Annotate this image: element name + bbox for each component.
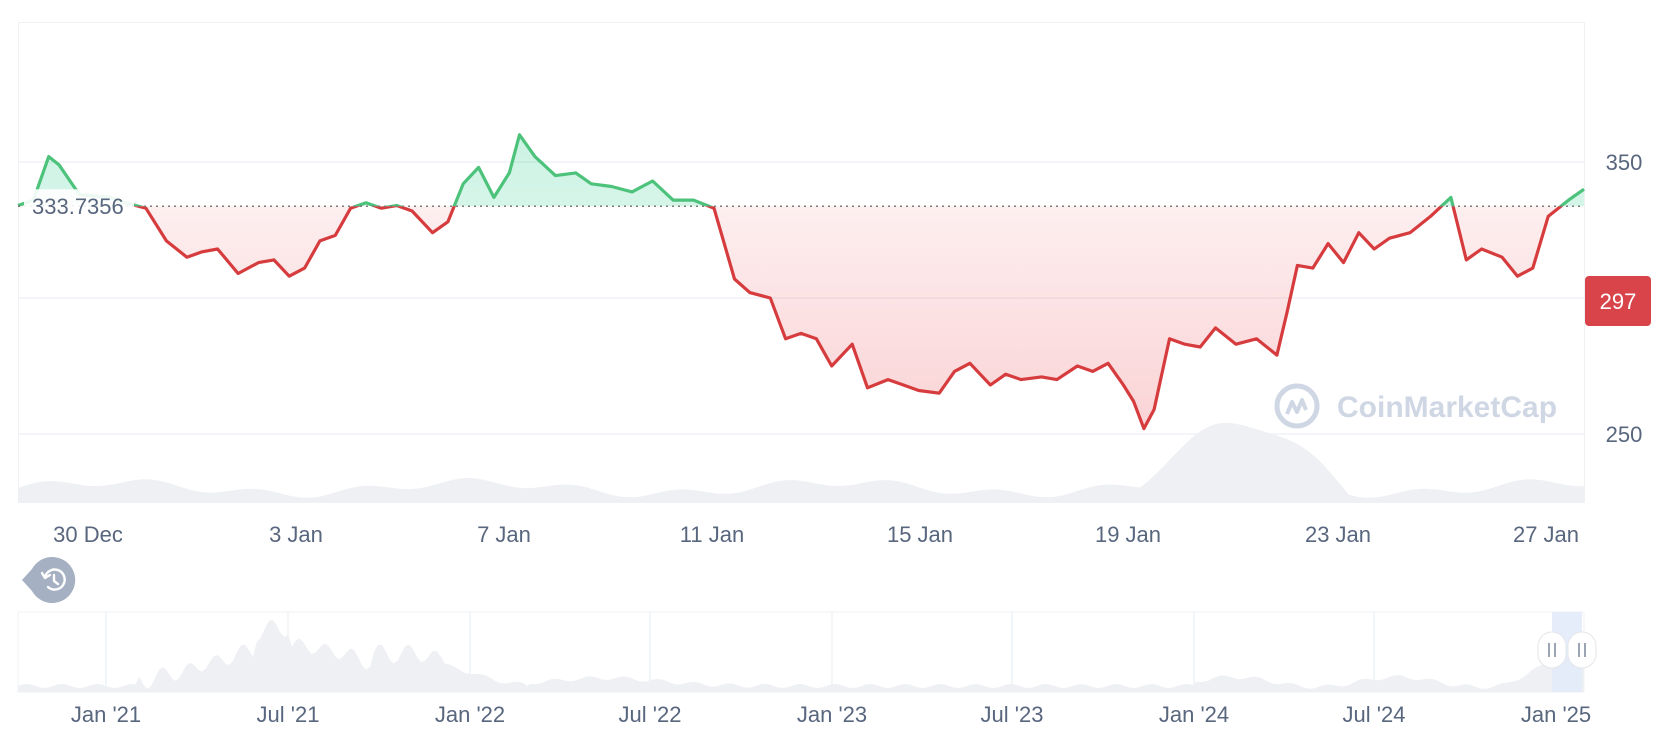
navigator-left-handle[interactable] <box>1537 631 1567 669</box>
navigator-area <box>18 619 1584 692</box>
navigator-x-tick-label: Jan '22 <box>435 702 505 727</box>
x-tick-label: 30 Dec <box>53 522 123 547</box>
coinmarketcap-logo-icon <box>1274 383 1320 429</box>
baseline-label-bg <box>24 189 134 224</box>
price-line-down <box>18 206 1564 431</box>
navigator-x-tick-label: Jan '24 <box>1159 702 1229 727</box>
baseline-label: 333.7356 <box>32 194 124 219</box>
price-area-down <box>138 206 1561 429</box>
navigator-x-tick-label: Jan '25 <box>1521 702 1591 727</box>
pause-handle-icon <box>1578 643 1586 657</box>
watermark-text: CoinMarketCap <box>1337 391 1557 424</box>
main-chart-frame <box>18 22 1585 503</box>
navigator-x-tick-label: Jan '21 <box>71 702 141 727</box>
y-tick-label: 350 <box>1606 150 1643 175</box>
volume-area <box>18 422 1584 502</box>
x-tick-label: 19 Jan <box>1095 522 1161 547</box>
x-tick-label: 27 Jan <box>1513 522 1579 547</box>
current-price-badge: 297 <box>1585 276 1651 326</box>
history-button[interactable] <box>22 555 78 605</box>
current-price-label: 297 <box>1600 289 1637 314</box>
navigator-right-handle[interactable] <box>1567 631 1597 669</box>
navigator-x-tick-label: Jul '21 <box>257 702 320 727</box>
navigator-x-tick-label: Jul '23 <box>981 702 1044 727</box>
x-tick-label: 15 Jan <box>887 522 953 547</box>
x-tick-label: 3 Jan <box>269 522 323 547</box>
x-tick-label: 11 Jan <box>680 522 744 547</box>
watermark: CoinMarketCap <box>1274 383 1557 429</box>
navigator-x-tick-label: Jul '24 <box>1343 702 1406 727</box>
range-navigator[interactable] <box>17 611 1585 693</box>
navigator-x-tick-label: Jan '23 <box>797 702 867 727</box>
navigator-x-tick-label: Jul '22 <box>619 702 682 727</box>
x-tick-label: 7 Jan <box>477 522 531 547</box>
y-tick-label: 250 <box>1606 422 1643 447</box>
pause-handle-icon <box>1548 643 1556 657</box>
x-tick-label: 23 Jan <box>1305 522 1371 547</box>
history-clock-icon <box>40 568 66 591</box>
